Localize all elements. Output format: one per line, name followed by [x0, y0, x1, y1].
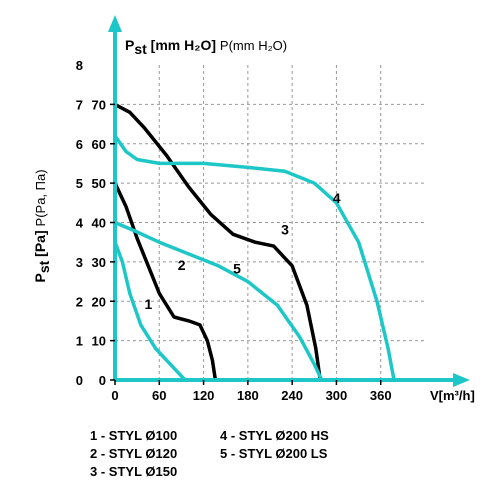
xtick-60: 60 — [152, 388, 166, 403]
ytick-left-60: 60 — [92, 137, 106, 152]
xtick-300: 300 — [326, 388, 348, 403]
ytick-right-8: 8 — [76, 58, 83, 73]
series-label-2: 2 — [178, 257, 186, 273]
ytick-right-0: 0 — [76, 373, 83, 388]
ytick-right-5: 5 — [76, 176, 83, 191]
ytick-right-4: 4 — [76, 216, 84, 231]
legend-col1-2: 3 - STYL Ø150 — [90, 464, 177, 479]
ytick-left-30: 30 — [92, 255, 106, 270]
legend-col2-0: 4 - STYL Ø200 HS — [220, 428, 329, 443]
xtick-0: 0 — [111, 388, 118, 403]
ytick-right-2: 2 — [76, 294, 83, 309]
ytick-left-10: 10 — [92, 334, 106, 349]
ytick-right-1: 1 — [76, 334, 83, 349]
series-label-1: 1 — [145, 296, 153, 312]
ytick-left-50: 50 — [92, 176, 106, 191]
ytick-left-70: 70 — [92, 97, 106, 112]
legend-col1-1: 2 - STYL Ø120 — [90, 446, 177, 461]
legend-col1-0: 1 - STYL Ø100 — [90, 428, 177, 443]
ytick-left-40: 40 — [92, 216, 106, 231]
x-axis-unit: V[m³/h] — [430, 388, 475, 403]
ytick-right-7: 7 — [76, 97, 83, 112]
xtick-240: 240 — [281, 388, 303, 403]
ytick-right-3: 3 — [76, 255, 83, 270]
xtick-360: 360 — [370, 388, 392, 403]
ytick-left-20: 20 — [92, 294, 106, 309]
series-label-4: 4 — [333, 190, 341, 206]
ytick-left-0: 0 — [99, 373, 106, 388]
legend-col2-1: 5 - STYL Ø200 LS — [220, 446, 328, 461]
xtick-180: 180 — [237, 388, 259, 403]
series-label-3: 3 — [281, 221, 289, 237]
fan-performance-chart: 1234501020304050607001234567806012018024… — [0, 0, 503, 503]
ytick-right-6: 6 — [76, 137, 83, 152]
series-label-5: 5 — [233, 261, 241, 277]
xtick-120: 120 — [193, 388, 215, 403]
